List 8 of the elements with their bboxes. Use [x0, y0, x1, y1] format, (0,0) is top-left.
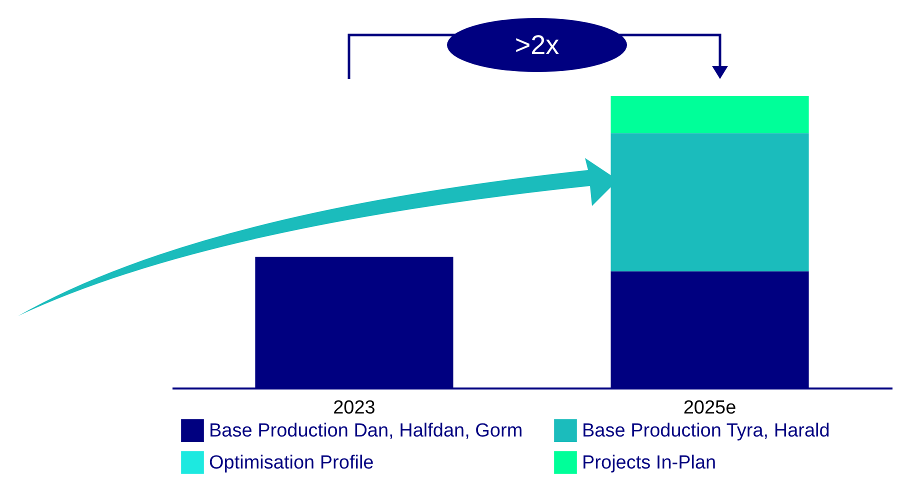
legend-label: Base Production Tyra, Harald [582, 420, 830, 442]
ellipse-badge: >2x [447, 18, 627, 72]
legend-label: Projects In-Plan [582, 452, 716, 474]
x-tick-label: 2025e [683, 398, 736, 418]
legend-label: Base Production Dan, Halfdan, Gorm [209, 420, 523, 442]
legend-label: Optimisation Profile [209, 452, 374, 474]
bar [610, 96, 809, 134]
x-tick-label: 2023 [333, 398, 376, 418]
